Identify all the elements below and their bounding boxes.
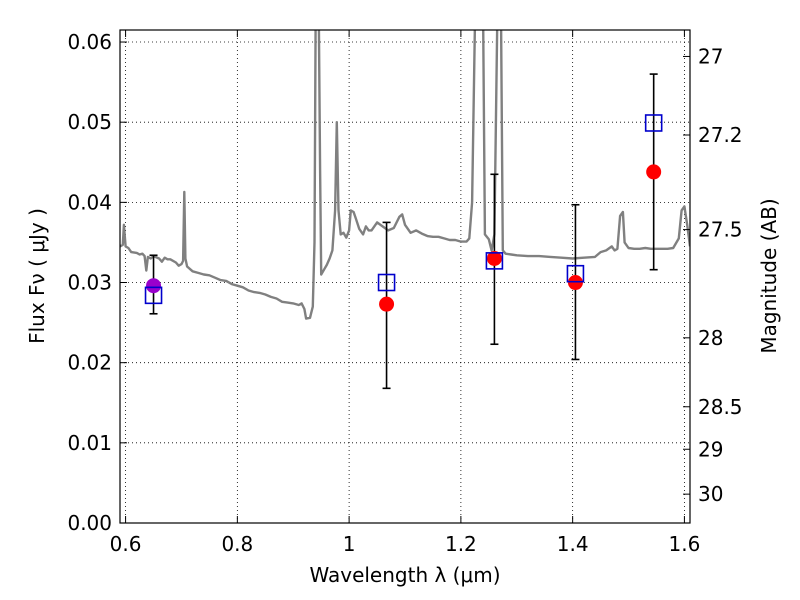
- right-tick-label: 29: [698, 437, 723, 461]
- model-band-marker: [644, 114, 663, 132]
- observed-point: [486, 250, 502, 266]
- observed-point: [379, 296, 395, 312]
- model-band-marker: [377, 273, 396, 292]
- model-spectrum-layer: [120, 30, 690, 320]
- observed-point: [646, 164, 662, 180]
- x-tick-label: 1.2: [445, 532, 477, 556]
- y-tick-label: 0.04: [67, 190, 112, 214]
- y-tick-label: 0.00: [67, 511, 112, 535]
- right-tick-label: 27.2: [698, 123, 743, 147]
- model-band-marker: [485, 252, 504, 270]
- x-axis-label: Wavelength λ (μm): [309, 563, 500, 587]
- x-tick-label: 1.6: [669, 532, 701, 556]
- model-band-marker: [566, 264, 585, 283]
- x-tick-label: 0.8: [221, 532, 253, 556]
- y-tick-label: 0.03: [67, 271, 112, 295]
- observed-point: [146, 278, 162, 294]
- x-tick-label: 1.4: [557, 532, 589, 556]
- y-axis-label: Flux Fν ( μJy ): [25, 208, 49, 344]
- x-tick-label: 1: [343, 532, 356, 556]
- right-magnitude-axis: 27 27.2 27.5 28 28.5 29 30: [683, 44, 743, 506]
- x-axis: 0.6 0.8 1 1.2 1.4 1.6: [110, 30, 701, 556]
- y-tick-label: 0.05: [67, 110, 112, 134]
- model-spectrum-line: [120, 30, 690, 320]
- right-tick-label: 28: [698, 326, 723, 350]
- y-tick-label: 0.01: [67, 431, 112, 455]
- observed-point: [567, 275, 583, 291]
- observed-points-layer: [146, 164, 662, 312]
- plot-frame: [119, 29, 691, 524]
- plot-area: [120, 30, 690, 523]
- y-tick-label: 0.06: [67, 30, 112, 54]
- y-tick-label: 0.02: [67, 351, 112, 375]
- model-band-marker: [144, 286, 163, 305]
- y-axis: 0.00 0.01 0.02 0.03 0.04 0.05 0.06: [67, 30, 127, 535]
- x-tick-label: 0.6: [110, 532, 142, 556]
- model-band-markers-layer: [144, 114, 663, 305]
- right-tick-label: 30: [698, 482, 723, 506]
- right-tick-label: 28.5: [698, 395, 743, 419]
- right-tick-label: 27: [698, 44, 723, 68]
- right-axis-label: Magnitude (AB): [757, 198, 781, 353]
- right-tick-label: 27.5: [698, 218, 743, 242]
